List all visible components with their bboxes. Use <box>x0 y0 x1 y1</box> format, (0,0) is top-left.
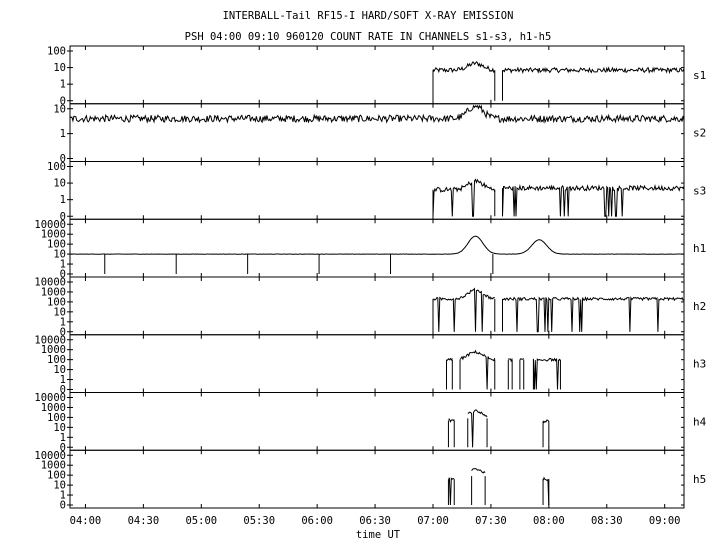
series-line-s3 <box>432 178 496 217</box>
panel-label-h5: h5 <box>693 473 706 486</box>
panel-frame <box>69 103 685 162</box>
panel-label-h4: h4 <box>693 415 707 428</box>
y-tick-label: 1 <box>60 490 66 502</box>
y-tick-label: 1 <box>60 259 66 271</box>
y-tick-label: 100 <box>47 354 66 366</box>
series-line-h1 <box>70 235 685 255</box>
x-tick-label: 06:30 <box>359 515 391 527</box>
panel-frame <box>69 161 685 220</box>
panel-frame <box>69 334 685 393</box>
series-line-h3 <box>519 358 525 361</box>
y-tick-label: 10 <box>53 249 66 261</box>
y-tick-label: 100 <box>47 161 66 173</box>
y-tick-label: 10000 <box>34 219 66 231</box>
y-tick-label: 10 <box>53 364 66 376</box>
x-tick-label: 07:00 <box>417 515 449 527</box>
y-tick-label: 1000 <box>41 460 66 472</box>
series-line-h4 <box>448 418 455 423</box>
x-tick-label: 08:30 <box>591 515 623 527</box>
y-tick-label: 1000 <box>41 229 66 241</box>
y-tick-label: 0 <box>60 326 66 338</box>
y-tick-label: 10 <box>53 178 66 190</box>
series-line-h3 <box>508 358 513 363</box>
chart-subtitle: PSH 04:00 09:10 960120 COUNT RATE IN CHA… <box>185 31 552 43</box>
series-line-s2 <box>69 104 685 124</box>
x-axis-label: time UT <box>356 529 401 541</box>
x-tick-label: 06:00 <box>301 515 333 527</box>
series-line-h3 <box>532 357 561 390</box>
y-tick-label: 10000 <box>34 277 66 289</box>
y-tick-label: 0 <box>60 500 66 512</box>
y-tick-label: 10 <box>53 306 66 318</box>
series-line-h2 <box>502 295 685 333</box>
panel-frame <box>69 276 685 336</box>
x-tick-label: 04:30 <box>128 515 160 527</box>
y-tick-label: 10000 <box>34 334 66 346</box>
y-tick-label: 0 <box>60 211 66 223</box>
y-tick-label: 1000 <box>41 286 66 298</box>
series-line-h4 <box>467 409 488 448</box>
panel-frame <box>69 218 685 278</box>
x-tick-label: 07:30 <box>475 515 507 527</box>
y-tick-label: 0 <box>60 269 66 281</box>
panel-frame <box>69 449 685 509</box>
y-tick-label: 10000 <box>34 450 66 462</box>
y-tick-label: 10 <box>53 103 66 115</box>
series-line-s1 <box>432 61 496 74</box>
panel-label-h1: h1 <box>693 242 706 255</box>
y-tick-label: 1 <box>60 194 66 206</box>
y-tick-label: 10 <box>53 480 66 492</box>
panel-label-h2: h2 <box>693 300 706 313</box>
y-tick-label: 100 <box>47 470 66 482</box>
panel-label-s1: s1 <box>693 69 706 82</box>
y-tick-label: 100 <box>47 296 66 308</box>
series-line-s3 <box>502 183 685 217</box>
series-line-h3 <box>446 357 453 362</box>
y-tick-label: 1000 <box>41 344 66 356</box>
y-tick-label: 1000 <box>41 402 66 414</box>
y-tick-label: 1 <box>60 79 66 91</box>
series-line-s1 <box>502 66 685 75</box>
series-line-h2 <box>432 287 495 332</box>
y-tick-label: 1 <box>60 128 66 140</box>
panel-label-h3: h3 <box>693 358 706 371</box>
panel-frame <box>69 45 685 105</box>
x-tick-label: 05:30 <box>243 515 275 527</box>
x-tick-label: 09:00 <box>649 515 681 527</box>
y-tick-label: 0 <box>60 442 66 454</box>
y-tick-label: 10000 <box>34 392 66 404</box>
y-tick-label: 10 <box>53 62 66 74</box>
y-tick-label: 100 <box>47 46 66 58</box>
panel-label-s3: s3 <box>693 184 706 197</box>
y-tick-label: 1 <box>60 316 66 328</box>
y-tick-label: 0 <box>60 153 66 165</box>
series-line-h5 <box>542 476 550 506</box>
series-line-h4 <box>542 419 550 424</box>
y-tick-label: 100 <box>47 239 66 251</box>
x-tick-label: 04:00 <box>70 515 102 527</box>
y-tick-label: 1 <box>60 374 66 386</box>
series-line-h5 <box>471 468 486 474</box>
panel-frame <box>69 392 685 451</box>
y-tick-label: 100 <box>47 412 66 424</box>
y-tick-label: 10 <box>53 422 66 434</box>
chart-title: INTERBALL-Tail RF15-I HARD/SOFT X-RAY EM… <box>223 10 514 22</box>
y-tick-label: 1 <box>60 432 66 444</box>
series-line-h5 <box>448 477 455 506</box>
y-tick-label: 0 <box>60 384 66 396</box>
panel-label-s2: s2 <box>693 127 706 140</box>
y-tick-label: 0 <box>60 95 66 107</box>
series-line-h3 <box>459 349 496 390</box>
x-tick-label: 08:00 <box>533 515 565 527</box>
x-tick-label: 05:00 <box>185 515 217 527</box>
